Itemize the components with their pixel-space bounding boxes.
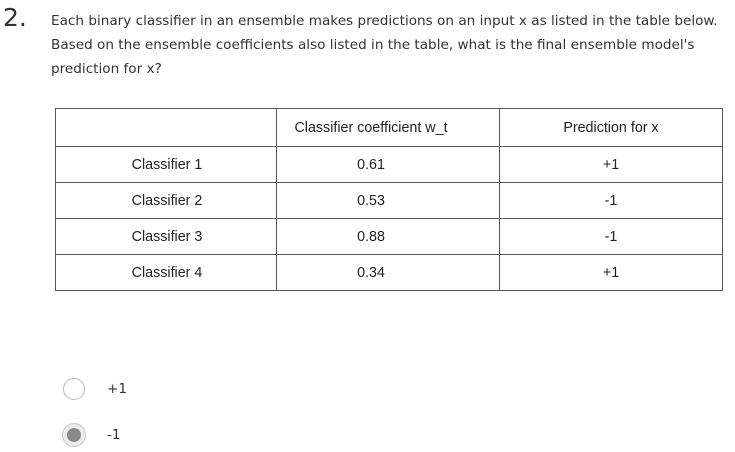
- answer-option-minus-one[interactable]: -1: [61, 423, 261, 451]
- table-row: Classifier 3 0.88 -1: [55, 218, 723, 255]
- prediction-cell: -1: [499, 182, 723, 219]
- coefficient-cell: 0.53: [276, 182, 500, 219]
- radio-button-selected[interactable]: [63, 424, 85, 446]
- classifier-name-cell: Classifier 3: [55, 218, 277, 255]
- classifier-name-cell: Classifier 4: [55, 254, 277, 291]
- table-row: Classifier 1 0.61 +1: [55, 146, 723, 183]
- answer-option-plus-one[interactable]: +1: [61, 377, 261, 405]
- coefficient-cell: 0.34: [276, 254, 500, 291]
- classifier-name-cell: Classifier 2: [55, 182, 277, 219]
- prediction-cell: +1: [499, 254, 723, 291]
- prediction-cell: +1: [499, 146, 723, 183]
- answer-option-label: -1: [107, 427, 121, 443]
- table-row: Classifier 2 0.53 -1: [55, 182, 723, 219]
- header-prediction: Prediction for x: [499, 108, 723, 147]
- ensemble-table: Classifier coefficient w_t Prediction fo…: [55, 108, 723, 291]
- header-empty-cell: [55, 108, 277, 147]
- question-number: 2.: [3, 3, 27, 32]
- answer-option-label: +1: [107, 381, 128, 397]
- header-coefficient: Classifier coefficient w_t: [276, 108, 500, 147]
- prediction-cell: -1: [499, 218, 723, 255]
- table-row: Classifier 4 0.34 +1: [55, 254, 723, 291]
- coefficient-cell: 0.88: [276, 218, 500, 255]
- radio-button[interactable]: [63, 378, 85, 400]
- table-header-row: Classifier coefficient w_t Prediction fo…: [55, 108, 723, 147]
- coefficient-cell: 0.61: [276, 146, 500, 183]
- classifier-name-cell: Classifier 1: [55, 146, 277, 183]
- question-text: Each binary classifier in an ensemble ma…: [51, 13, 718, 77]
